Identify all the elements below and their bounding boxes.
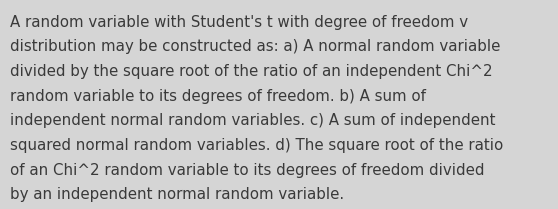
Text: divided by the square root of the ratio of an independent Chi^2: divided by the square root of the ratio … <box>10 64 493 79</box>
Text: distribution may be constructed as: a) A normal random variable: distribution may be constructed as: a) A… <box>10 39 501 54</box>
Text: squared normal random variables. d) The square root of the ratio: squared normal random variables. d) The … <box>10 138 503 153</box>
Text: independent normal random variables. c) A sum of independent: independent normal random variables. c) … <box>10 113 496 128</box>
Text: A random variable with Student's t with degree of freedom v: A random variable with Student's t with … <box>10 15 468 30</box>
Text: random variable to its degrees of freedom. b) A sum of: random variable to its degrees of freedo… <box>10 89 426 104</box>
Text: of an Chi^2 random variable to its degrees of freedom divided: of an Chi^2 random variable to its degre… <box>10 163 484 178</box>
Text: by an independent normal random variable.: by an independent normal random variable… <box>10 187 344 202</box>
